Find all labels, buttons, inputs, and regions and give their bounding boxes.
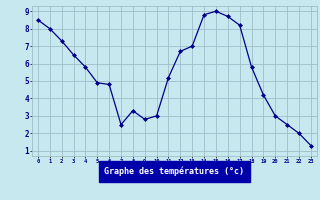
X-axis label: Graphe des températures (°c): Graphe des températures (°c) <box>104 167 244 176</box>
